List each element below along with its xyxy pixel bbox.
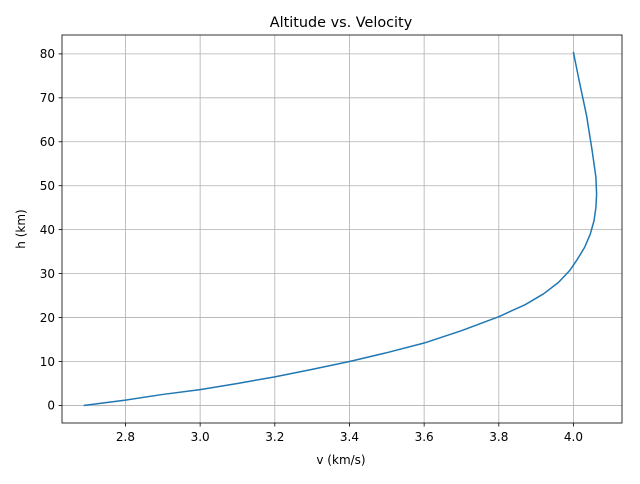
y-tick-label: 30	[40, 267, 55, 281]
y-axis-ticks: 0 10 20 30 40 50 60 70 80	[40, 47, 62, 413]
y-tick-label: 0	[47, 399, 55, 413]
y-tick-label: 60	[40, 135, 55, 149]
y-tick-label: 40	[40, 223, 55, 237]
y-tick-label: 70	[40, 91, 55, 105]
y-axis-label: h (km)	[14, 209, 28, 248]
x-tick-label: 3.2	[265, 430, 284, 444]
x-tick-label: 3.4	[340, 430, 359, 444]
series-layer	[83, 51, 598, 407]
y-tick-label: 50	[40, 179, 55, 193]
x-tick-label: 3.6	[415, 430, 434, 444]
x-tick-label: 3.0	[191, 430, 210, 444]
y-tick-label: 20	[40, 311, 55, 325]
x-axis-label: v (km/s)	[316, 453, 365, 467]
x-tick-label: 3.8	[489, 430, 508, 444]
x-axis-ticks: 2.8 3.0 3.2 3.4 3.6 3.8 4.0	[116, 423, 583, 444]
chart-title: Altitude vs. Velocity	[270, 15, 413, 31]
grid-lines	[62, 35, 622, 423]
series-line-altitude-velocity	[83, 51, 598, 407]
x-tick-label: 2.8	[116, 430, 135, 444]
y-tick-label: 80	[40, 47, 55, 61]
plot-area-frame	[61, 34, 623, 424]
y-tick-label: 10	[40, 355, 55, 369]
x-tick-label: 4.0	[564, 430, 583, 444]
